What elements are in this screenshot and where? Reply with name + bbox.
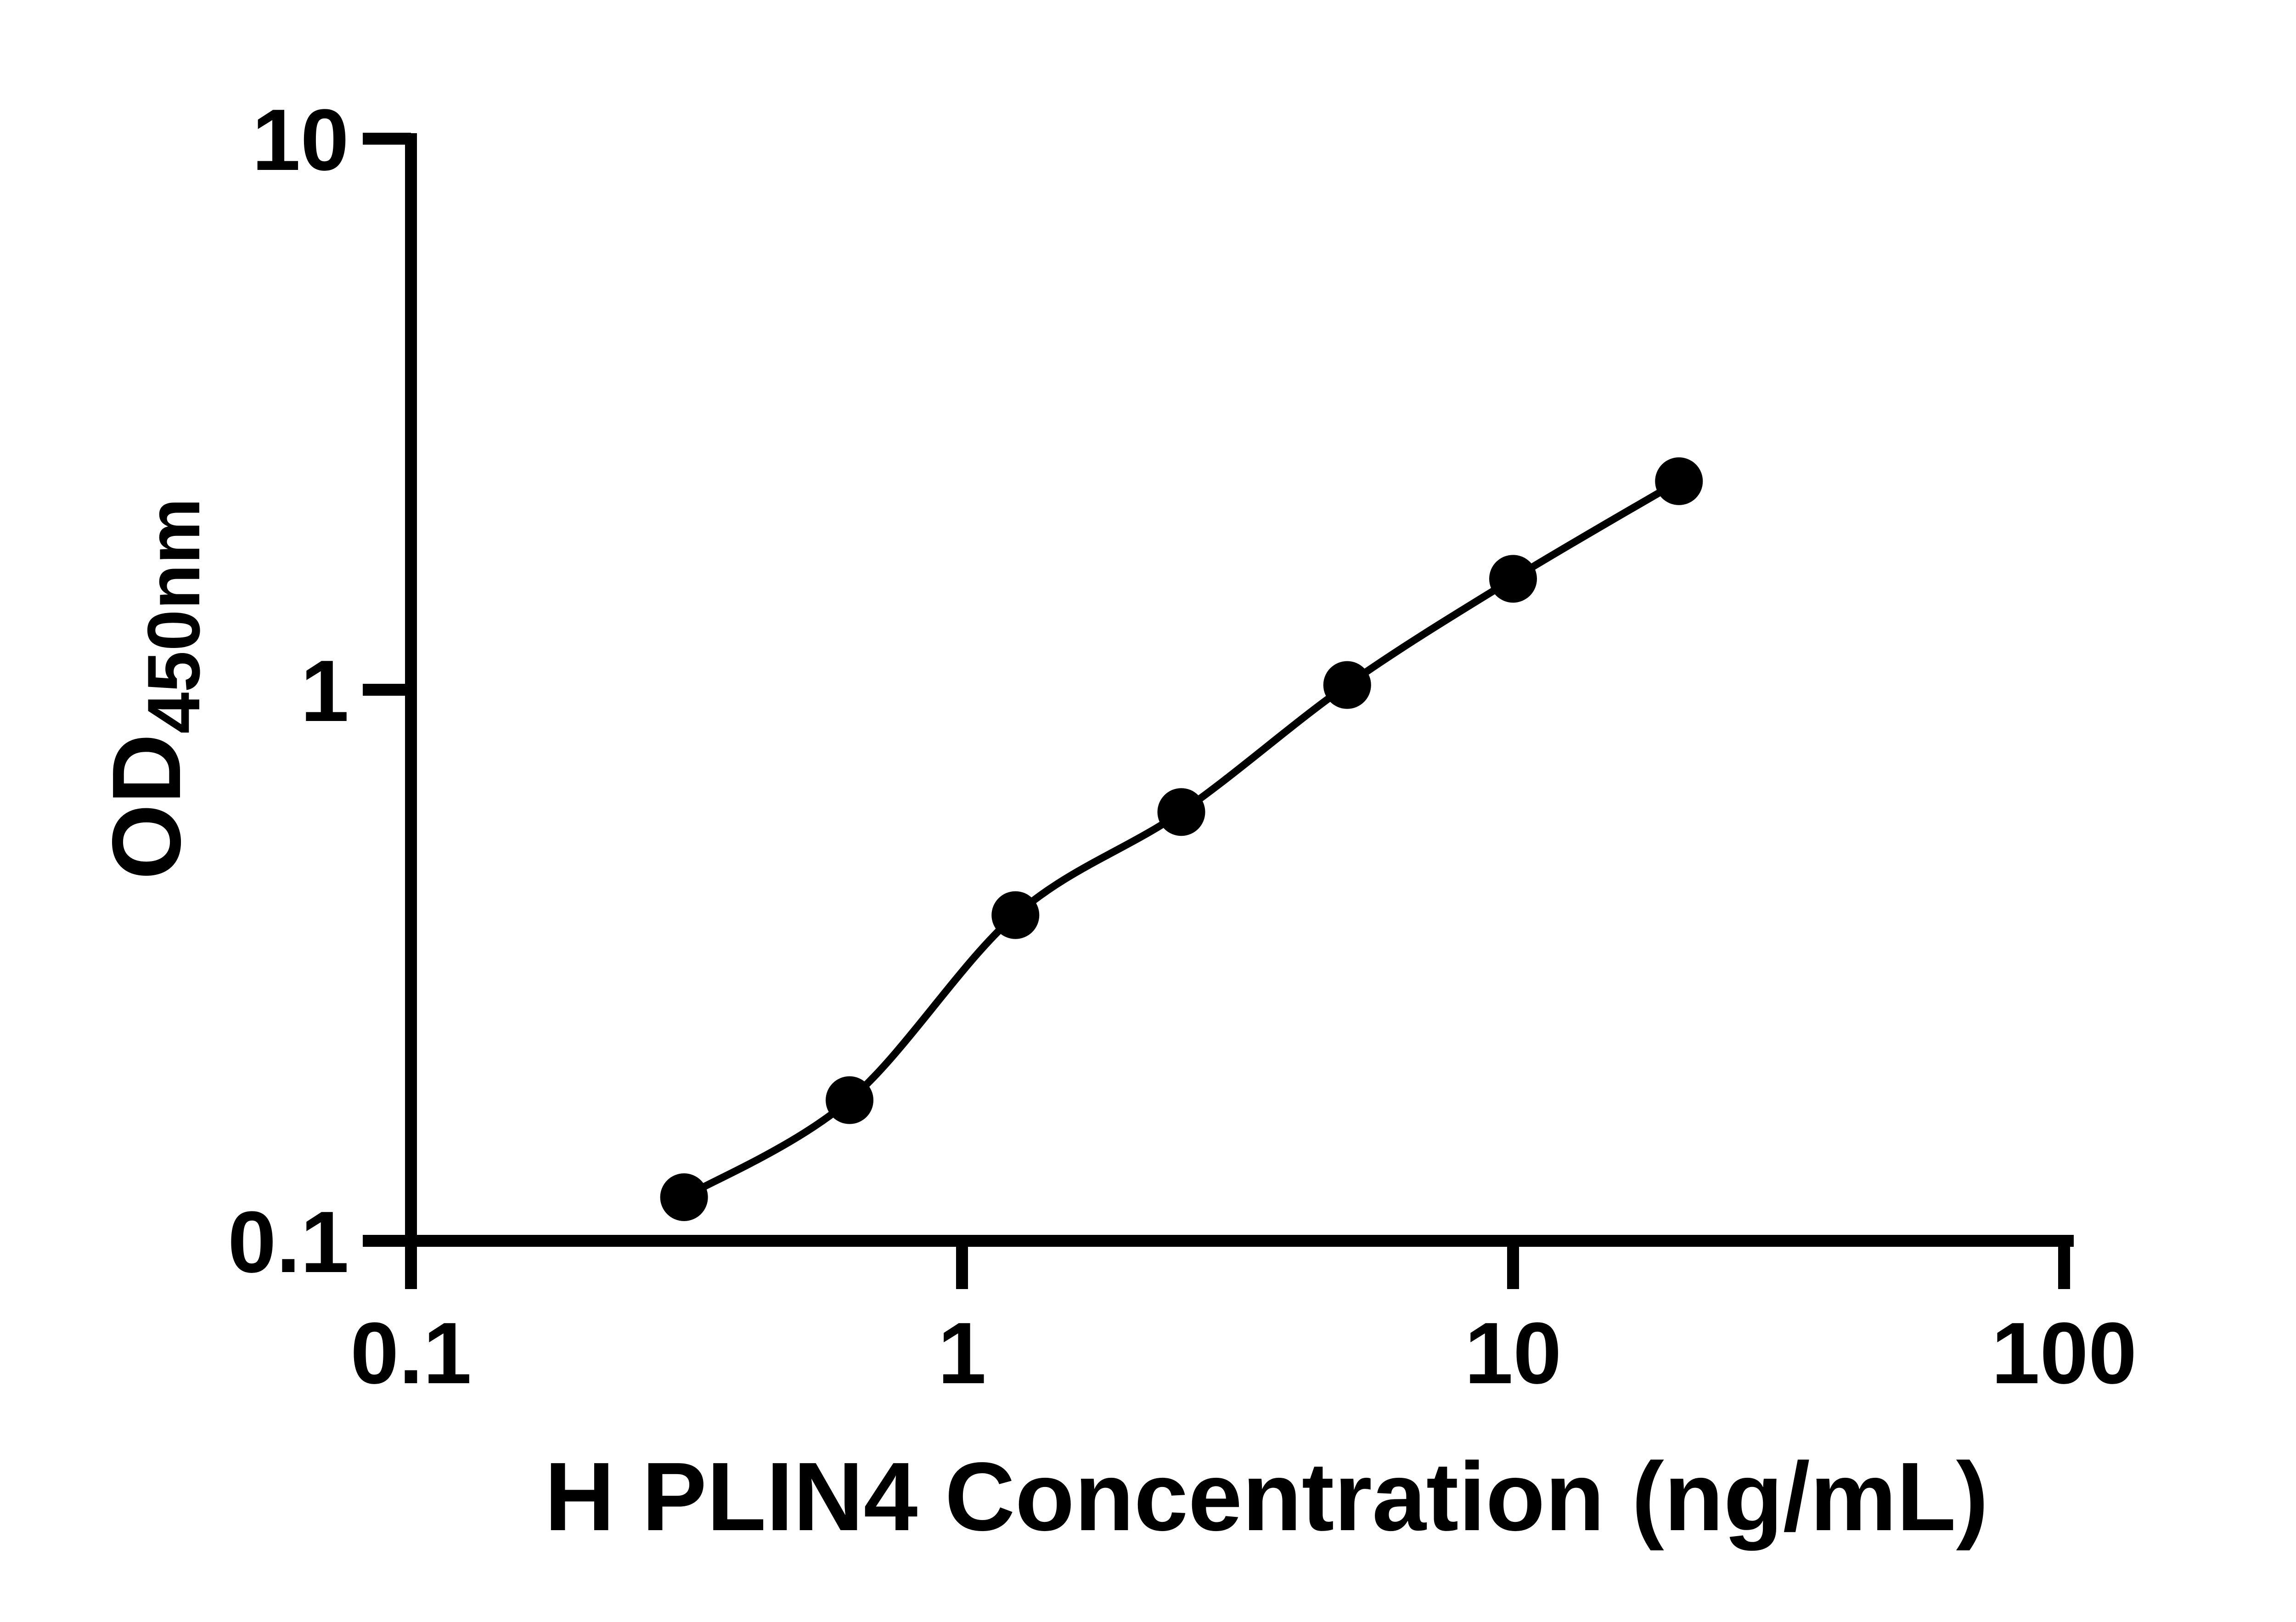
x-tick-label: 10: [1464, 1305, 1561, 1402]
data-point: [660, 1173, 708, 1221]
y-axis-ticks: 0.1 1 10: [228, 91, 411, 1291]
data-point: [1655, 457, 1703, 505]
x-axis-title: H PLIN4 Concentration (ng/mL): [545, 1442, 1989, 1551]
data-point: [1323, 661, 1371, 709]
data-point: [826, 1076, 874, 1124]
x-tick-label: 100: [1991, 1305, 2137, 1402]
axes: [405, 133, 2074, 1247]
x-tick-label: 1: [938, 1305, 986, 1402]
y-tick-label: 0.1: [228, 1194, 349, 1291]
x-axis-ticks: 0.1 1 10 100: [350, 1241, 2137, 1402]
data-point: [1157, 788, 1205, 836]
y-axis-title: OD450nm: [92, 498, 215, 879]
data-point: [991, 891, 1040, 939]
y-tick-label: 10: [252, 91, 349, 189]
x-tick-label: 0.1: [350, 1305, 472, 1402]
data-points-group: [660, 457, 1703, 1221]
y-axis-title-main: OD: [92, 734, 201, 880]
y-axis-title-subscript: 450nm: [132, 498, 215, 733]
data-point: [1489, 555, 1537, 603]
y-tick-label: 1: [300, 642, 349, 740]
